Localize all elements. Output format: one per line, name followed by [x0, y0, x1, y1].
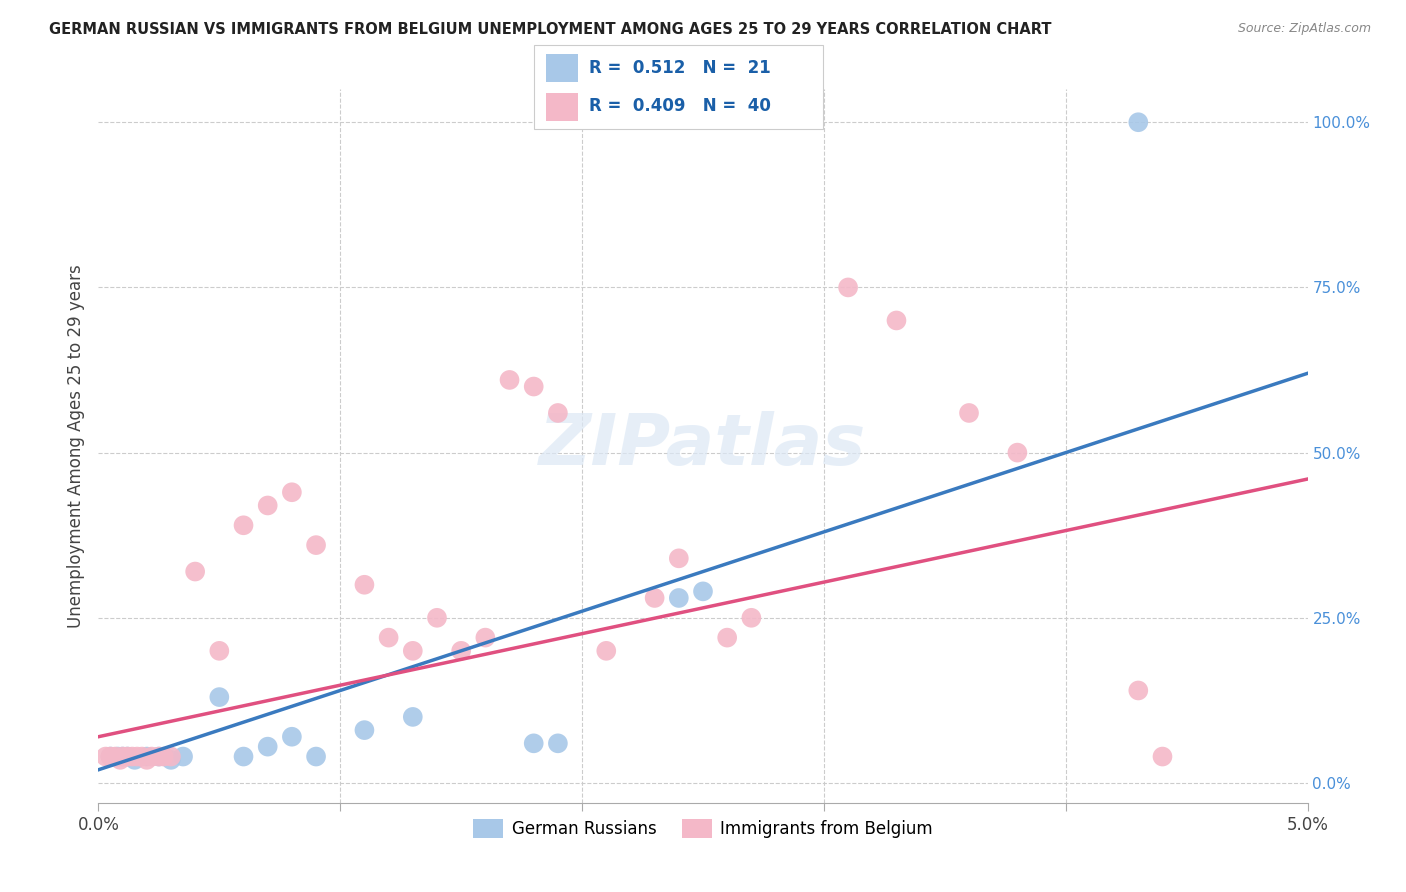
Point [668, 591, 690, 605]
Point [108, 753, 131, 767]
Point [740, 611, 762, 625]
Point [498, 373, 520, 387]
Point [100, 749, 122, 764]
Point [184, 565, 207, 579]
Point [523, 379, 546, 393]
Point [305, 538, 328, 552]
Point [595, 644, 617, 658]
Point [111, 749, 134, 764]
Point [716, 631, 738, 645]
Point [256, 499, 278, 513]
Text: ZIPatlas: ZIPatlas [540, 411, 866, 481]
Text: Source: ZipAtlas.com: Source: ZipAtlas.com [1237, 22, 1371, 36]
Point [135, 753, 157, 767]
Point [1128, 683, 1150, 698]
Point [1128, 115, 1150, 129]
Point [148, 749, 170, 764]
Point [94, 749, 117, 764]
Point [232, 749, 254, 764]
Point [402, 644, 425, 658]
FancyBboxPatch shape [534, 45, 823, 129]
Point [305, 749, 328, 764]
Point [402, 710, 425, 724]
Point [117, 749, 139, 764]
Point [837, 280, 859, 294]
Point [256, 739, 278, 754]
Point [474, 631, 496, 645]
Point [353, 578, 375, 592]
Point [172, 749, 194, 764]
Point [281, 730, 304, 744]
Point [124, 753, 146, 767]
Point [111, 749, 134, 764]
Text: R =  0.512   N =  21: R = 0.512 N = 21 [589, 59, 770, 77]
Point [1152, 749, 1174, 764]
Point [127, 749, 149, 764]
Point [957, 406, 980, 420]
Point [668, 551, 690, 566]
Point [281, 485, 304, 500]
Point [377, 631, 399, 645]
Point [117, 749, 139, 764]
Point [644, 591, 666, 605]
Point [886, 313, 908, 327]
Legend: German Russians, Immigrants from Belgium: German Russians, Immigrants from Belgium [467, 812, 939, 845]
Point [523, 736, 546, 750]
Text: GERMAN RUSSIAN VS IMMIGRANTS FROM BELGIUM UNEMPLOYMENT AMONG AGES 25 TO 29 YEARS: GERMAN RUSSIAN VS IMMIGRANTS FROM BELGIU… [49, 22, 1052, 37]
Point [107, 749, 129, 764]
Point [1007, 445, 1029, 459]
Point [160, 749, 183, 764]
Point [450, 644, 472, 658]
Point [208, 644, 231, 658]
Y-axis label: Unemployment Among Ages 25 to 29 years: Unemployment Among Ages 25 to 29 years [66, 264, 84, 628]
Point [692, 584, 714, 599]
Point [135, 749, 157, 764]
Point [208, 690, 231, 704]
Point [100, 749, 122, 764]
Text: R =  0.409   N =  40: R = 0.409 N = 40 [589, 97, 770, 115]
Point [232, 518, 254, 533]
Point [152, 749, 174, 764]
Point [160, 753, 183, 767]
Point [121, 749, 143, 764]
Point [353, 723, 375, 738]
Point [547, 406, 569, 420]
Point [104, 749, 127, 764]
FancyBboxPatch shape [546, 54, 578, 82]
Point [426, 611, 449, 625]
Point [148, 749, 170, 764]
Point [547, 736, 569, 750]
FancyBboxPatch shape [546, 93, 578, 120]
Point [141, 749, 163, 764]
Point [131, 749, 153, 764]
